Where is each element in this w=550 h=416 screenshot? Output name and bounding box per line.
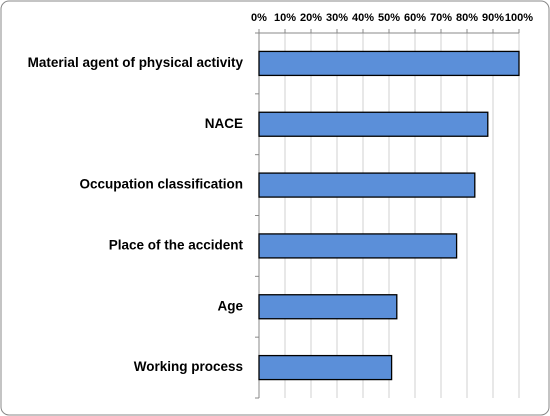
y-tick-label: Place of the accident bbox=[109, 237, 244, 252]
bar bbox=[258, 354, 393, 381]
y-tick-label: NACE bbox=[205, 116, 243, 131]
y-tick-label: Occupation classification bbox=[79, 177, 243, 192]
y-tick-label: Material agent of physical activity bbox=[28, 55, 244, 70]
x-tick-label: 80% bbox=[456, 12, 478, 24]
x-tick-label: 60% bbox=[404, 12, 426, 24]
x-tick-label: 50% bbox=[378, 12, 400, 24]
x-tick-label: 30% bbox=[326, 12, 348, 24]
y-tick-label: Working process bbox=[134, 359, 243, 374]
bar bbox=[258, 111, 489, 137]
bar bbox=[258, 294, 398, 320]
x-tick-label: 90% bbox=[482, 12, 504, 24]
bar bbox=[258, 172, 476, 198]
x-tick-label: 70% bbox=[430, 12, 452, 24]
x-tick-label: 100% bbox=[505, 12, 533, 24]
bar bbox=[258, 50, 520, 77]
x-tick-label: 0% bbox=[251, 12, 267, 24]
x-tick-label: 20% bbox=[300, 12, 322, 24]
x-tick-label: 10% bbox=[274, 12, 296, 24]
bar bbox=[258, 233, 458, 259]
y-tick-label: Age bbox=[217, 298, 243, 313]
x-tick-label: 40% bbox=[352, 12, 374, 24]
